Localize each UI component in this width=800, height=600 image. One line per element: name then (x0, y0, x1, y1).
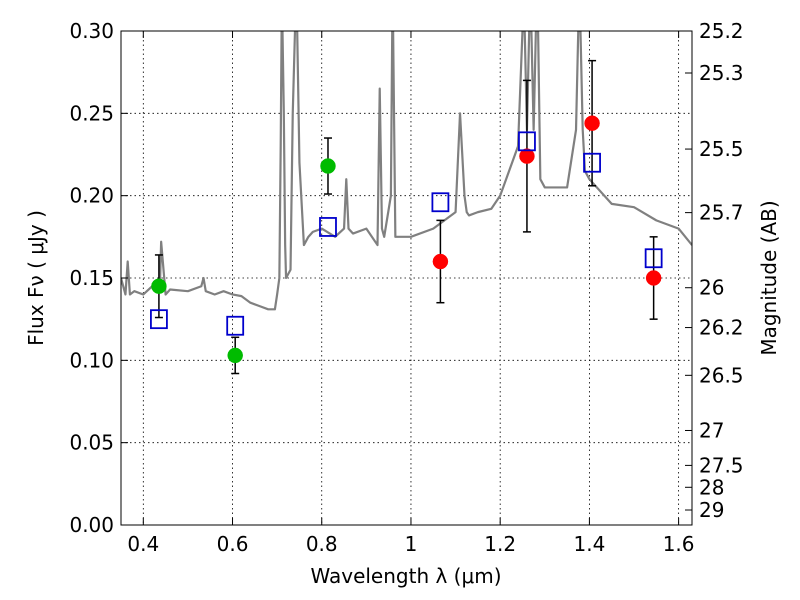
red-data-point (584, 115, 600, 131)
model-photometry-square (644, 248, 663, 269)
model-photometry-square (150, 309, 168, 330)
right-axis-tick-label: 25.5 (699, 137, 744, 161)
model-photometry-square (319, 217, 337, 237)
right-axis-tick-label: 26.2 (699, 316, 744, 340)
y-tick-label: 0.00 (69, 513, 114, 537)
y-tick-label: 0.05 (69, 431, 114, 455)
model-photometry-square (518, 131, 536, 152)
y-tick-label: 0.15 (69, 266, 114, 290)
y-tick-label: 0.10 (69, 348, 114, 372)
right-axis-tick-label: 26 (699, 276, 724, 300)
model-spectrum-line (121, 31, 692, 311)
model-photometry-square (583, 152, 601, 173)
green-data-point (151, 278, 167, 294)
spectrum-layer (121, 31, 692, 311)
model-photometry-square (226, 315, 245, 336)
red-data-point (519, 148, 535, 164)
green-data-point (320, 158, 336, 174)
right-axis-tick-label: 25.2 (699, 19, 744, 43)
green-data-point (227, 347, 243, 364)
y-axis-label: Flux Fν ( μJy ) (24, 210, 48, 346)
x-tick-label: 1.6 (663, 532, 695, 556)
axis-layer: 0.4 0.6 0.8 1 1.2 1.4 1.6 0.00 0.05 0.10 0.15 0.20 0… (69, 19, 743, 556)
grid-layer (121, 30, 692, 526)
right-axis-tick-label: 25.3 (699, 61, 744, 85)
x-tick-label: 1.2 (484, 532, 516, 556)
right-axis-tick-label: 27.5 (699, 453, 744, 477)
x-tick-label: 0.6 (217, 532, 249, 556)
x-tick-label: 1.4 (573, 532, 605, 556)
right-axis-label: Magnitude (AB) (757, 200, 781, 355)
y-tick-label: 0.25 (69, 101, 114, 125)
x-axis-label: Wavelength λ (μm) (310, 564, 501, 588)
model-photometry-square (431, 192, 450, 213)
right-axis-tick-label: 26.5 (699, 363, 744, 387)
right-axis-tick-label: 27 (699, 418, 724, 442)
red-data-point (432, 253, 449, 270)
y-tick-label: 0.30 (69, 19, 114, 43)
x-tick-label: 0.4 (127, 532, 159, 556)
x-tick-label: 0.8 (306, 532, 338, 556)
right-axis-tick-label: 25.7 (699, 201, 744, 225)
y-tick-label: 0.20 (69, 184, 114, 208)
x-tick-label: 1 (405, 532, 418, 556)
points-layer (150, 59, 663, 375)
right-axis-tick-label: 28 (699, 475, 724, 499)
red-data-point (645, 270, 662, 286)
right-axis-tick-label: 29 (699, 498, 724, 522)
